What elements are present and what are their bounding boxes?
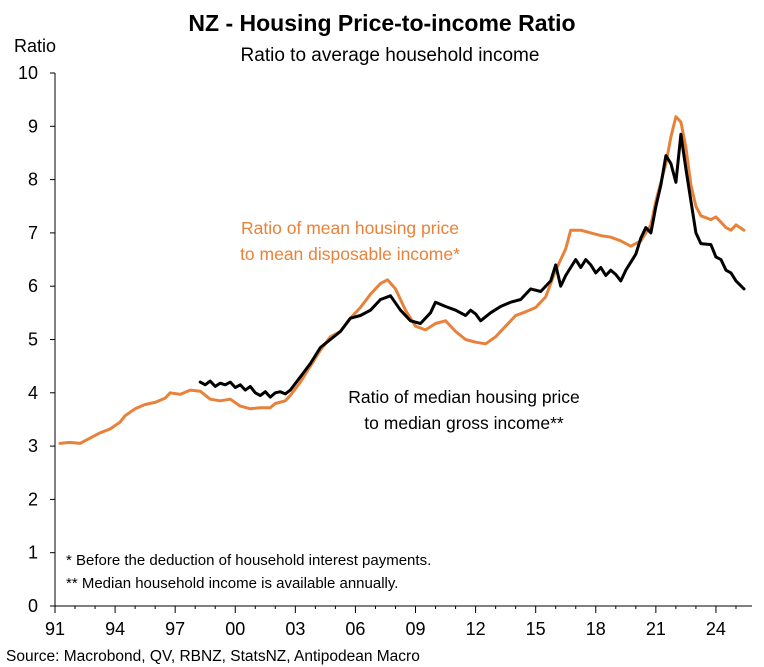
x-tick-label: 15 [526,619,546,639]
x-tick-label: 97 [165,619,185,639]
footnote-1: * Before the deduction of household inte… [66,552,431,569]
chart-title: NZ - Housing Price-to-income Ratio [188,10,575,36]
y-tick-label: 8 [28,170,38,190]
orange-series-label-line2: to mean disposable income* [240,244,460,264]
x-tick-label: 12 [466,619,486,639]
x-tick-label: 09 [406,619,426,639]
x-tick-label: 21 [646,619,666,639]
y-tick-label: 3 [28,436,38,456]
x-tick-label: 03 [285,619,305,639]
y-tick-label: 1 [28,543,38,563]
y-tick-label: 2 [28,489,38,509]
x-tick-label: 94 [105,619,125,639]
y-tick-label: 5 [28,330,38,350]
x-tick-label: 00 [225,619,245,639]
y-axis: 0 1 2 3 4 5 6 7 8 9 10 [18,63,56,616]
x-tick-label: 06 [345,619,365,639]
plot-area [58,115,746,445]
y-tick-label: 6 [28,276,38,296]
orange-series-label-line1: Ratio of mean housing price [241,218,459,238]
y-tick-label: 10 [18,63,38,83]
x-tick-label: 24 [706,619,726,639]
series-line-median-price-gross-income [198,132,746,399]
x-axis: 91 94 97 00 03 06 09 12 15 18 21 24 [45,605,752,639]
black-series-label-line1: Ratio of median housing price [348,387,580,407]
series-line-mean-price-disposable-income [58,115,746,445]
y-tick-label: 0 [28,596,38,616]
footnote-2: ** Median household income is available … [66,575,398,592]
x-tick-label: 18 [586,619,606,639]
y-tick-label: 4 [28,383,38,403]
y-axis-label: Ratio [14,36,56,56]
chart-subtitle: Ratio to average household income [241,45,540,66]
x-tick-label: 91 [45,619,65,639]
source-note: Source: Macrobond, QV, RBNZ, StatsNZ, An… [6,648,420,665]
black-series-label-line2: to median gross income** [364,413,564,433]
y-tick-label: 7 [28,223,38,243]
y-tick-label: 9 [28,116,38,136]
